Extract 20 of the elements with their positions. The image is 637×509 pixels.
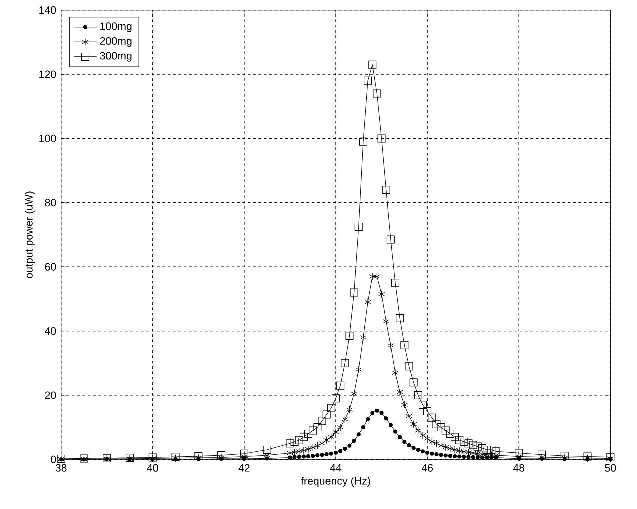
y-tick-label: 80 bbox=[45, 199, 56, 207]
x-tick-label: 46 bbox=[422, 464, 434, 472]
y-tick-label: 20 bbox=[45, 392, 56, 400]
x-tick-label: 40 bbox=[147, 464, 158, 472]
y-tick-label: 140 bbox=[40, 6, 56, 14]
legend-label: 300mg bbox=[100, 52, 132, 62]
legend-label: 200mg bbox=[100, 37, 132, 48]
x-tick-label: 38 bbox=[56, 464, 67, 472]
x-tick-label: 44 bbox=[330, 464, 342, 472]
x-tick-label: 50 bbox=[605, 464, 616, 472]
x-axis-title: frequency (Hz) bbox=[301, 477, 370, 488]
y-axis-title: output power (uW) bbox=[25, 192, 36, 278]
y-tick-label: 40 bbox=[45, 328, 56, 336]
y-tick-label: 100 bbox=[40, 134, 56, 142]
y-tick-label: 60 bbox=[45, 263, 56, 271]
x-tick-label: 48 bbox=[513, 464, 525, 472]
x-tick-label: 42 bbox=[238, 464, 250, 472]
y-tick-label: 0 bbox=[51, 456, 56, 464]
legend-label: 100mg bbox=[100, 22, 132, 32]
y-tick-label: 120 bbox=[40, 70, 56, 78]
